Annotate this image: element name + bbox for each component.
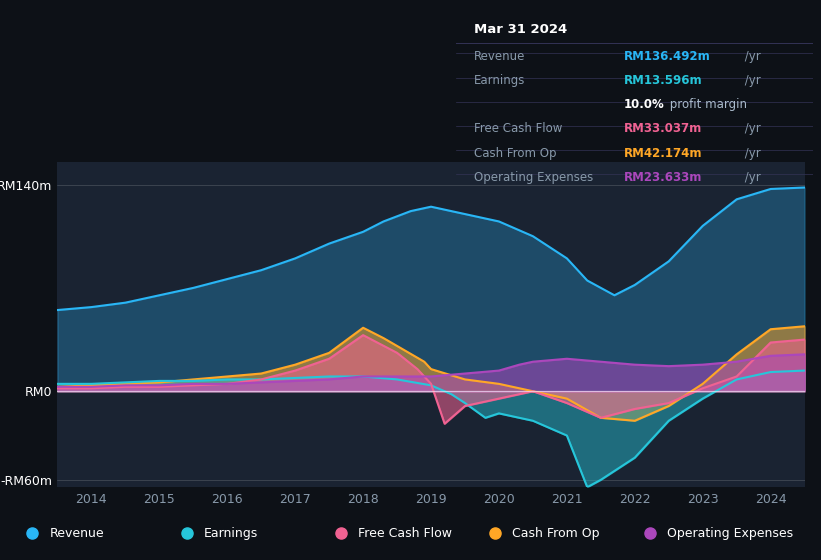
Text: /yr: /yr xyxy=(741,50,761,63)
Text: /yr: /yr xyxy=(741,74,761,87)
Text: RM136.492m: RM136.492m xyxy=(623,50,710,63)
Text: 10.0%: 10.0% xyxy=(623,98,664,111)
Text: Cash From Op: Cash From Op xyxy=(474,147,556,160)
Text: Earnings: Earnings xyxy=(474,74,525,87)
Text: Mar 31 2024: Mar 31 2024 xyxy=(474,23,566,36)
Text: RM23.633m: RM23.633m xyxy=(623,171,702,184)
Text: /yr: /yr xyxy=(741,123,761,136)
Text: RM13.596m: RM13.596m xyxy=(623,74,702,87)
Text: Revenue: Revenue xyxy=(474,50,525,63)
Text: Free Cash Flow: Free Cash Flow xyxy=(474,123,562,136)
Text: Cash From Op: Cash From Op xyxy=(512,527,600,540)
Text: Earnings: Earnings xyxy=(204,527,258,540)
Text: Free Cash Flow: Free Cash Flow xyxy=(358,527,452,540)
Text: Operating Expenses: Operating Expenses xyxy=(474,171,593,184)
Text: /yr: /yr xyxy=(741,171,761,184)
Text: RM42.174m: RM42.174m xyxy=(623,147,702,160)
Text: Operating Expenses: Operating Expenses xyxy=(667,527,793,540)
Text: profit margin: profit margin xyxy=(667,98,747,111)
Text: /yr: /yr xyxy=(741,147,761,160)
Text: RM33.037m: RM33.037m xyxy=(623,123,702,136)
Text: Revenue: Revenue xyxy=(49,527,104,540)
